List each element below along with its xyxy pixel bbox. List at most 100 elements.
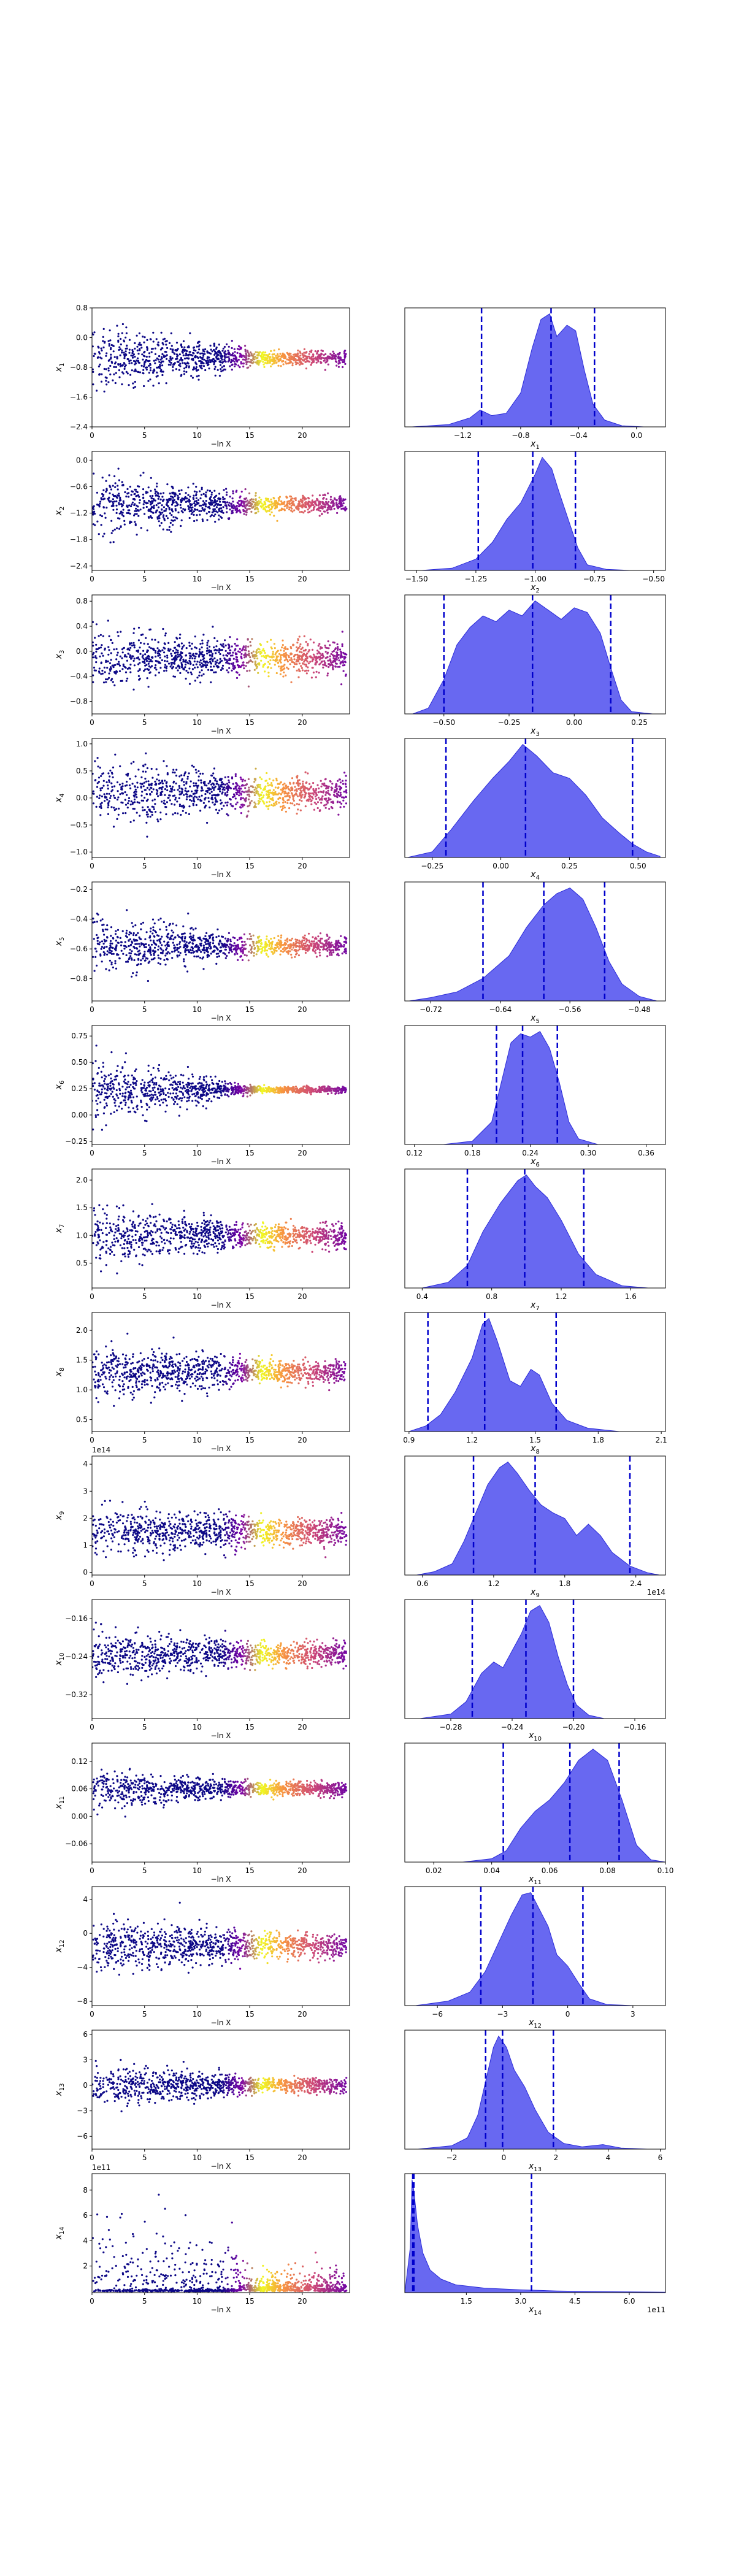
trace-point [172,524,174,526]
y-tick-label: −0.8 [70,363,88,372]
trace-point [123,339,125,342]
trace-point [136,345,139,348]
trace-point [163,670,166,672]
trace-point [165,351,167,353]
trace-point [157,344,159,347]
trace-point [199,681,202,684]
trace-point [269,500,271,503]
trace-point [157,492,159,494]
trace-point [301,658,304,661]
trace-point [248,804,251,807]
trace-point [103,367,105,370]
trace-point [284,357,286,359]
trace-point [228,517,231,519]
trace-point [236,793,238,795]
y-tick-label: 0.4 [76,622,88,631]
trace-point [202,946,205,949]
trace-point [159,782,161,784]
trace-point [231,777,234,780]
trace-point [276,519,278,522]
trace-point [159,818,162,821]
trace-point [224,783,226,786]
trace-point [168,508,171,511]
trace-point [258,496,261,499]
trace-point [137,370,140,374]
trace-point [123,355,126,358]
trace-point [182,508,185,510]
trace-point [174,794,176,797]
trace-point [215,953,218,955]
trace-point [93,331,96,334]
trace-point [229,496,231,498]
trace-point [109,670,112,672]
trace-point [114,381,117,385]
trace-point [322,664,324,666]
trace-point [108,800,110,802]
trace-point [213,789,215,791]
trace-point [156,375,159,377]
trace-point [111,678,113,680]
trace-point [264,788,266,791]
trace-point [286,666,288,669]
trace-point [162,627,164,631]
trace-point [101,373,103,375]
trace-point [318,787,320,790]
trace-point [133,627,136,630]
trace-point [239,353,241,355]
trace-point [94,637,96,639]
trace-point [275,655,278,657]
trace-point [339,495,342,497]
trace-point [122,372,125,375]
trace-point [305,351,308,353]
trace-point [262,504,264,506]
trace-point [128,512,130,515]
trace-point [314,500,316,502]
trace-point [217,503,220,505]
trace-point [174,799,177,801]
trace-point [264,780,267,782]
trace-point [337,780,339,782]
trace-point [120,801,123,803]
trace-point [228,345,230,348]
trace-point [183,367,186,370]
trace-point [213,649,216,651]
trace-point [209,645,211,648]
trace-point [107,788,109,790]
trace-point [280,658,282,661]
trace-point [144,808,146,811]
trace-point [148,629,151,631]
trace-point [222,506,224,508]
trace-point [92,656,94,659]
trace-point [171,486,174,488]
trace-point [269,662,271,665]
trace-point [247,638,249,641]
trace-point [310,792,312,795]
trace-point [199,671,201,673]
trace-point [125,954,128,956]
trace-point [125,336,127,339]
trace-point [131,369,133,372]
y-tick-label: −1.6 [70,393,88,402]
trace-point [155,669,158,671]
trace-point [330,789,333,791]
trace-point [280,500,283,503]
trace-point [327,659,329,662]
trace-point [164,794,166,796]
trace-point [220,779,222,781]
trace-point [168,342,171,345]
x-tick-label: 5 [142,718,147,727]
trace-point [220,802,222,805]
trace-point [172,769,175,771]
trace-point [255,351,257,353]
trace-point [282,805,284,808]
trace-point [185,783,188,785]
trace-point [128,339,131,341]
trace-point [337,646,339,648]
trace-point [224,500,226,504]
trace-point [138,802,140,804]
trace-point [194,362,197,365]
trace-point [204,793,207,795]
trace-point [317,356,320,359]
trace-point [294,653,297,656]
y-axis-label: x3 [54,650,66,660]
